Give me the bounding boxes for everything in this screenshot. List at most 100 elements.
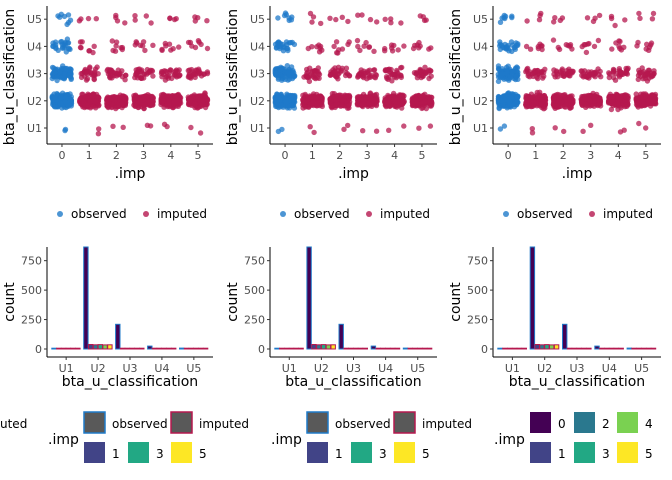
bar-U4-imp-1 (599, 347, 605, 350)
data-point-imputed (550, 37, 557, 43)
data-point-imputed (639, 65, 645, 71)
data-point-imputed (388, 16, 394, 22)
legend-key-imp-3 (351, 442, 372, 463)
data-point-imputed (177, 72, 183, 78)
data-point-imputed (333, 16, 339, 23)
data-point-observed (507, 74, 514, 80)
data-point-imputed (608, 106, 615, 113)
bar-U3-imp-3 (353, 347, 359, 350)
data-point-imputed (417, 67, 424, 74)
data-point-imputed (635, 39, 641, 46)
y-tick-label: 250 (21, 314, 42, 327)
data-point-imputed (79, 39, 85, 45)
data-point-imputed (119, 46, 126, 53)
y-tick-label: U4 (473, 40, 488, 53)
data-point-imputed (119, 101, 125, 107)
bar-U4-imp-1 (375, 347, 381, 350)
data-point-imputed (563, 42, 569, 48)
data-point-imputed (651, 98, 658, 104)
data-point-observed (514, 65, 521, 71)
data-point-imputed (635, 100, 641, 106)
data-point-imputed (145, 70, 151, 76)
data-point-imputed (310, 73, 317, 80)
data-point-imputed (371, 48, 377, 54)
bar-U5-imp-4 (198, 347, 204, 350)
bar-U4-imp-0 (370, 345, 377, 350)
data-point-imputed (622, 17, 628, 23)
data-point-imputed (308, 94, 314, 100)
data-point-imputed (537, 12, 543, 19)
legend-scatter-1: observed imputed (57, 207, 207, 221)
data-point-imputed (175, 91, 181, 98)
data-point-imputed (373, 128, 380, 134)
y-tick-label: 750 (244, 255, 265, 268)
data-point-imputed (355, 12, 361, 18)
x-tick-label: 2 (113, 149, 120, 162)
data-point-imputed (332, 65, 338, 71)
data-point-imputed (371, 74, 378, 80)
data-point-observed (277, 67, 284, 73)
x-tick-label: 5 (195, 149, 202, 162)
data-point-observed (275, 76, 282, 82)
data-point-imputed (188, 66, 195, 73)
data-point-imputed (579, 43, 585, 50)
data-point-imputed (197, 130, 204, 136)
bar-chart-1: 0 250 500 750 U1 U2 U3 U4 U5bta_u_classification… (2, 246, 213, 390)
legend-key-imp-1 (530, 442, 551, 463)
bar-U3-imp-4 (581, 347, 587, 350)
data-point-imputed (635, 76, 641, 83)
bar-U2-imp-3 (320, 344, 327, 350)
data-point-observed (501, 123, 508, 129)
data-point-imputed (525, 97, 531, 103)
data-point-observed (275, 15, 281, 21)
data-point-imputed (539, 68, 545, 75)
bar-U3-imp-3 (129, 347, 135, 350)
bar-U4-imp-2 (156, 347, 163, 350)
data-point-imputed (93, 16, 100, 22)
data-point-imputed (159, 46, 165, 53)
x-tick-label: U5 (186, 362, 201, 375)
y-tick-label: U1 (27, 122, 42, 135)
data-point-imputed (371, 67, 378, 73)
data-point-imputed (314, 94, 320, 101)
data-point-imputed (539, 46, 545, 53)
data-point-observed (58, 39, 64, 45)
x-tick-label: 2 (560, 149, 567, 162)
data-point-imputed (318, 20, 324, 27)
data-point-observed (285, 45, 291, 52)
data-point-imputed (649, 16, 656, 22)
data-point-imputed (134, 40, 140, 46)
x-tick-label: U2 (314, 362, 329, 375)
bar-U5-imp-1 (407, 347, 414, 350)
data-point-imputed (331, 43, 337, 50)
data-point-imputed (651, 94, 658, 100)
data-point-imputed (192, 74, 198, 81)
bar-U1-imp-5 (75, 347, 81, 350)
data-point-imputed (86, 48, 93, 54)
data-point-observed (60, 63, 66, 69)
data-point-imputed (346, 73, 353, 79)
data-point-imputed (309, 19, 315, 25)
bar-U5-imp-2 (636, 347, 642, 350)
data-point-imputed (312, 68, 318, 74)
x-tick-label: 4 (615, 149, 622, 162)
legend-key-imp-5 (394, 442, 415, 463)
legend-key-observed (83, 411, 106, 434)
data-point-imputed (310, 100, 316, 106)
data-point-imputed (399, 101, 406, 108)
data-point-imputed (166, 73, 172, 79)
data-point-observed (497, 19, 504, 25)
data-point-imputed (140, 71, 147, 77)
x-tick-label: 0 (58, 149, 65, 162)
data-point-imputed (641, 101, 647, 107)
data-point-observed (67, 70, 73, 76)
bar-U3-imp-5 (362, 347, 369, 350)
data-point-imputed (413, 71, 419, 77)
data-point-imputed (363, 39, 369, 46)
data-point-imputed (132, 17, 138, 23)
data-point-imputed (565, 98, 572, 104)
data-point-imputed (343, 65, 350, 71)
data-point-imputed (596, 101, 602, 108)
data-point-imputed (192, 18, 198, 24)
legend-key-imp-4 (617, 412, 638, 433)
